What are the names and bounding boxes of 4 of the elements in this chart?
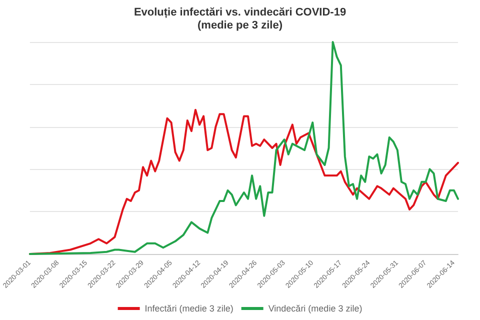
chart-subtitle: (medie pe 3 zile) bbox=[198, 20, 283, 32]
legend-label: Infectări (medie 3 zile) bbox=[144, 304, 234, 314]
chart-title: Evoluție infectări vs. vindecări COVID-19 bbox=[134, 6, 346, 18]
legend-label: Vindecări (medie 3 zile) bbox=[268, 304, 362, 314]
